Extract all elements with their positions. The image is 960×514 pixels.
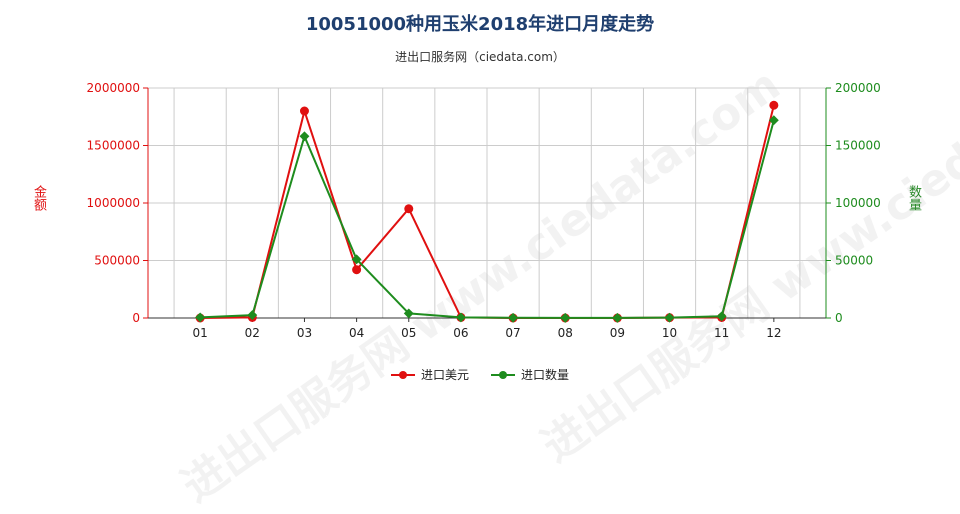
data-point-usd-12	[769, 100, 779, 110]
y-left-tick-label: 2000000	[87, 81, 140, 95]
series-line-2	[200, 119, 775, 319]
data-point-qty-10	[664, 312, 675, 323]
x-tick-label: 04	[349, 326, 364, 340]
x-tick-label: 09	[610, 326, 625, 340]
y-right-tick-label: 50000	[835, 254, 873, 268]
x-tick-label: 08	[558, 326, 573, 340]
data-point-usd-05	[404, 204, 414, 214]
x-tick-label: 12	[766, 326, 781, 340]
line-chart: 0 500000 1000000 1500000 2000000 0 50000 100000…	[87, 81, 881, 340]
x-tick-label: 02	[245, 326, 260, 340]
legend-item-import-qty[interactable]: 进口数量	[491, 366, 569, 383]
legend-label-import-usd: 进口美元	[420, 368, 469, 382]
data-point-qty-03	[299, 131, 310, 142]
chart-subtitle: 进出口服务网（ciedata.com）	[395, 50, 565, 64]
x-tick-label: 03	[297, 326, 312, 340]
data-point-qty-11	[716, 311, 727, 322]
legend-label-import-qty: 进口数量	[521, 368, 570, 382]
x-tick-label: 06	[453, 326, 468, 340]
y-axis-left-title: 金额	[31, 185, 46, 211]
x-tick-label: 11	[714, 326, 729, 340]
data-point-qty-07	[508, 312, 519, 323]
data-point-qty-09	[612, 312, 623, 323]
x-tick-label: 07	[505, 326, 520, 340]
y-left-tick-label: 500000	[94, 254, 140, 268]
y-left-tick-label: 1500000	[87, 139, 140, 153]
x-tick-label: 01	[193, 326, 208, 340]
data-point-qty-06	[455, 312, 466, 323]
data-point-qty-08	[560, 312, 571, 323]
legend-item-import-usd[interactable]: 进口美元	[390, 366, 469, 383]
y-left-tick-label: 1000000	[87, 196, 140, 210]
data-point-qty-01	[195, 312, 206, 323]
y-right-tick-label: 0	[835, 311, 843, 325]
chart-title: 10051000种用玉米2018年进口月度走势	[305, 14, 655, 35]
legend: 进口美元 进口数量	[0, 366, 960, 383]
y-right-tick-label: 200000	[835, 81, 881, 95]
legend-swatch-green	[491, 370, 515, 380]
data-point-qty-12	[768, 115, 779, 126]
data-point-usd-04	[352, 265, 362, 275]
x-tick-label: 05	[401, 326, 416, 340]
y-axis-right-title: 数量	[906, 185, 921, 211]
y-left-tick-label: 0	[132, 311, 140, 325]
data-point-usd-03	[299, 106, 309, 116]
legend-swatch-red	[390, 370, 415, 380]
x-tick-label: 10	[662, 326, 677, 340]
data-point-qty-05	[403, 308, 414, 319]
y-right-tick-label: 100000	[835, 196, 881, 210]
y-right-tick-label: 150000	[835, 139, 881, 153]
data-point-qty-02	[247, 310, 258, 321]
